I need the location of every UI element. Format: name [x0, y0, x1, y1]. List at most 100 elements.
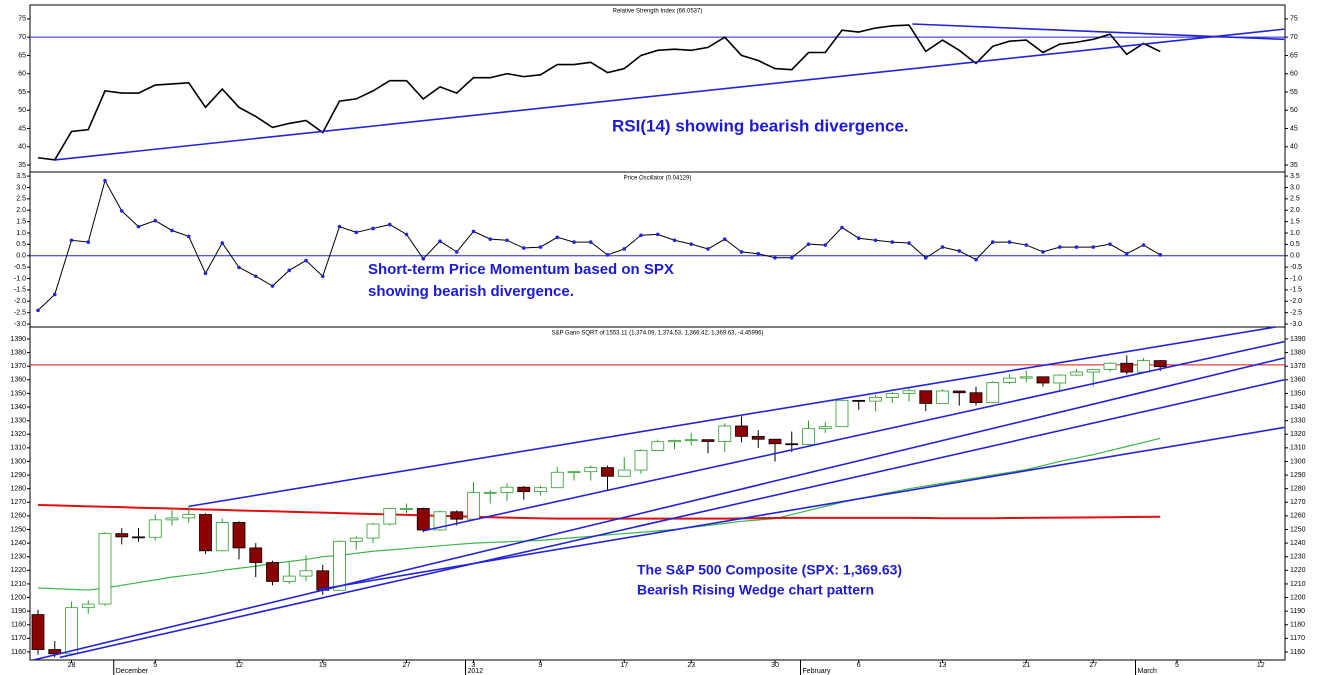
y-tick-label: 45 [18, 125, 26, 132]
y-tick-label: 1180 [1290, 622, 1305, 629]
data-point [605, 253, 610, 257]
data-point [622, 247, 627, 251]
panel: S&P Gann SQRT of 1553.11 (1,374.09, 1,37… [10, 326, 1306, 675]
y-tick-label: 1230 [10, 554, 26, 561]
trend-line [319, 426, 1285, 591]
data-point [1124, 251, 1129, 256]
y-tick-label: 1160 [11, 649, 26, 656]
candle-body [952, 390, 966, 394]
y-tick-label: -1.0 [1290, 275, 1302, 282]
data-point [1074, 245, 1079, 249]
y-tick-label: 1300 [1290, 458, 1306, 465]
candle-body [718, 425, 732, 442]
candle-body [651, 441, 665, 451]
candle-body [869, 397, 882, 402]
y-tick-label: 70 [1290, 34, 1298, 41]
candle-body [31, 614, 45, 650]
data-point [957, 249, 962, 253]
data-point [940, 245, 945, 249]
data-point [655, 232, 660, 237]
candle-body [366, 523, 380, 539]
y-tick-label: 1230 [1290, 554, 1306, 561]
annotation: Short-term Price Momentum based on SPX [368, 261, 674, 278]
y-tick-label: 1240 [1290, 540, 1306, 547]
data-point [923, 256, 928, 260]
candle-body [601, 467, 614, 477]
data-point [52, 292, 57, 297]
y-tick-label: 1190 [1290, 608, 1305, 615]
x-tick-label: 9 [539, 662, 543, 669]
y-tick-label: 1270 [10, 499, 26, 506]
candle-body [885, 393, 899, 398]
trend-line [188, 327, 1278, 508]
candle-body [668, 440, 681, 443]
y-tick-label: 1160 [1290, 649, 1305, 656]
plot-area [30, 23, 1285, 161]
candle-body [617, 469, 631, 477]
data-point [806, 242, 811, 246]
y-tick-label: -0.5 [1290, 264, 1302, 271]
data-point [153, 218, 158, 223]
trend-line [912, 23, 1285, 41]
y-tick-label: 1290 [10, 472, 26, 479]
data-point [36, 308, 40, 313]
y-tick-label: 2.0 [16, 207, 26, 214]
y-tick-label: 35 [18, 162, 26, 169]
candle-body [852, 399, 866, 402]
y-tick-label: 1300 [10, 458, 26, 465]
data-point [69, 238, 74, 243]
data-point [170, 228, 174, 233]
candle-body [567, 471, 581, 474]
x-tick-label: 28 [68, 662, 76, 669]
candle-body [483, 491, 497, 494]
panel: Relative Strength Index (66.0537) 35 35 40 4… [18, 4, 1298, 173]
y-tick-label: 1.5 [16, 218, 26, 225]
y-tick-label: 1250 [10, 526, 26, 533]
period-label: February [803, 668, 832, 675]
candle-body [1036, 376, 1050, 384]
candle-body [132, 536, 145, 539]
y-tick-label: 65 [1290, 52, 1298, 59]
x-tick-label: 3 [472, 662, 476, 669]
candle-body [450, 511, 464, 520]
candle-body [333, 540, 346, 591]
data-point [421, 256, 426, 261]
y-tick-label: -1.0 [14, 275, 26, 282]
series-line [37, 504, 1161, 520]
candle-body [919, 390, 933, 404]
y-tick-label: 0.0 [1290, 253, 1300, 260]
y-tick-label: -2.5 [14, 310, 26, 317]
y-tick-label: 1340 [1290, 404, 1306, 411]
candle-body [818, 426, 832, 430]
data-point [588, 240, 593, 244]
candle-body [299, 570, 313, 577]
candle-body [936, 390, 949, 404]
data-point [722, 237, 727, 241]
data-point [639, 233, 643, 238]
y-tick-label: 1360 [10, 377, 26, 384]
y-tick-label: 1.0 [16, 230, 26, 237]
candle-body [165, 517, 179, 521]
candle-body [1120, 362, 1134, 373]
y-tick-label: 1260 [10, 513, 26, 520]
data-point [454, 250, 459, 254]
y-tick-label: 3.5 [1290, 173, 1300, 180]
data-point [873, 238, 878, 243]
candle-body [433, 511, 447, 531]
trend-line [423, 340, 1285, 532]
x-tick-label: 23 [687, 662, 695, 669]
data-point [706, 247, 710, 251]
y-tick-label: 0.0 [16, 253, 26, 260]
y-tick-label: 1370 [1290, 363, 1306, 370]
x-tick-label: 5 [153, 662, 157, 669]
candle-body [768, 438, 782, 445]
data-point [1158, 253, 1163, 257]
data-point [220, 241, 225, 245]
annotation: The S&P 500 Composite (SPX: 1,369.63) [637, 562, 902, 578]
y-tick-label: 1190 [11, 608, 26, 615]
y-tick-label: -2.0 [14, 298, 26, 305]
y-tick-label: 50 [18, 107, 26, 114]
y-tick-label: 0.5 [1290, 241, 1300, 248]
data-point [572, 240, 576, 244]
candle-body [81, 603, 95, 609]
